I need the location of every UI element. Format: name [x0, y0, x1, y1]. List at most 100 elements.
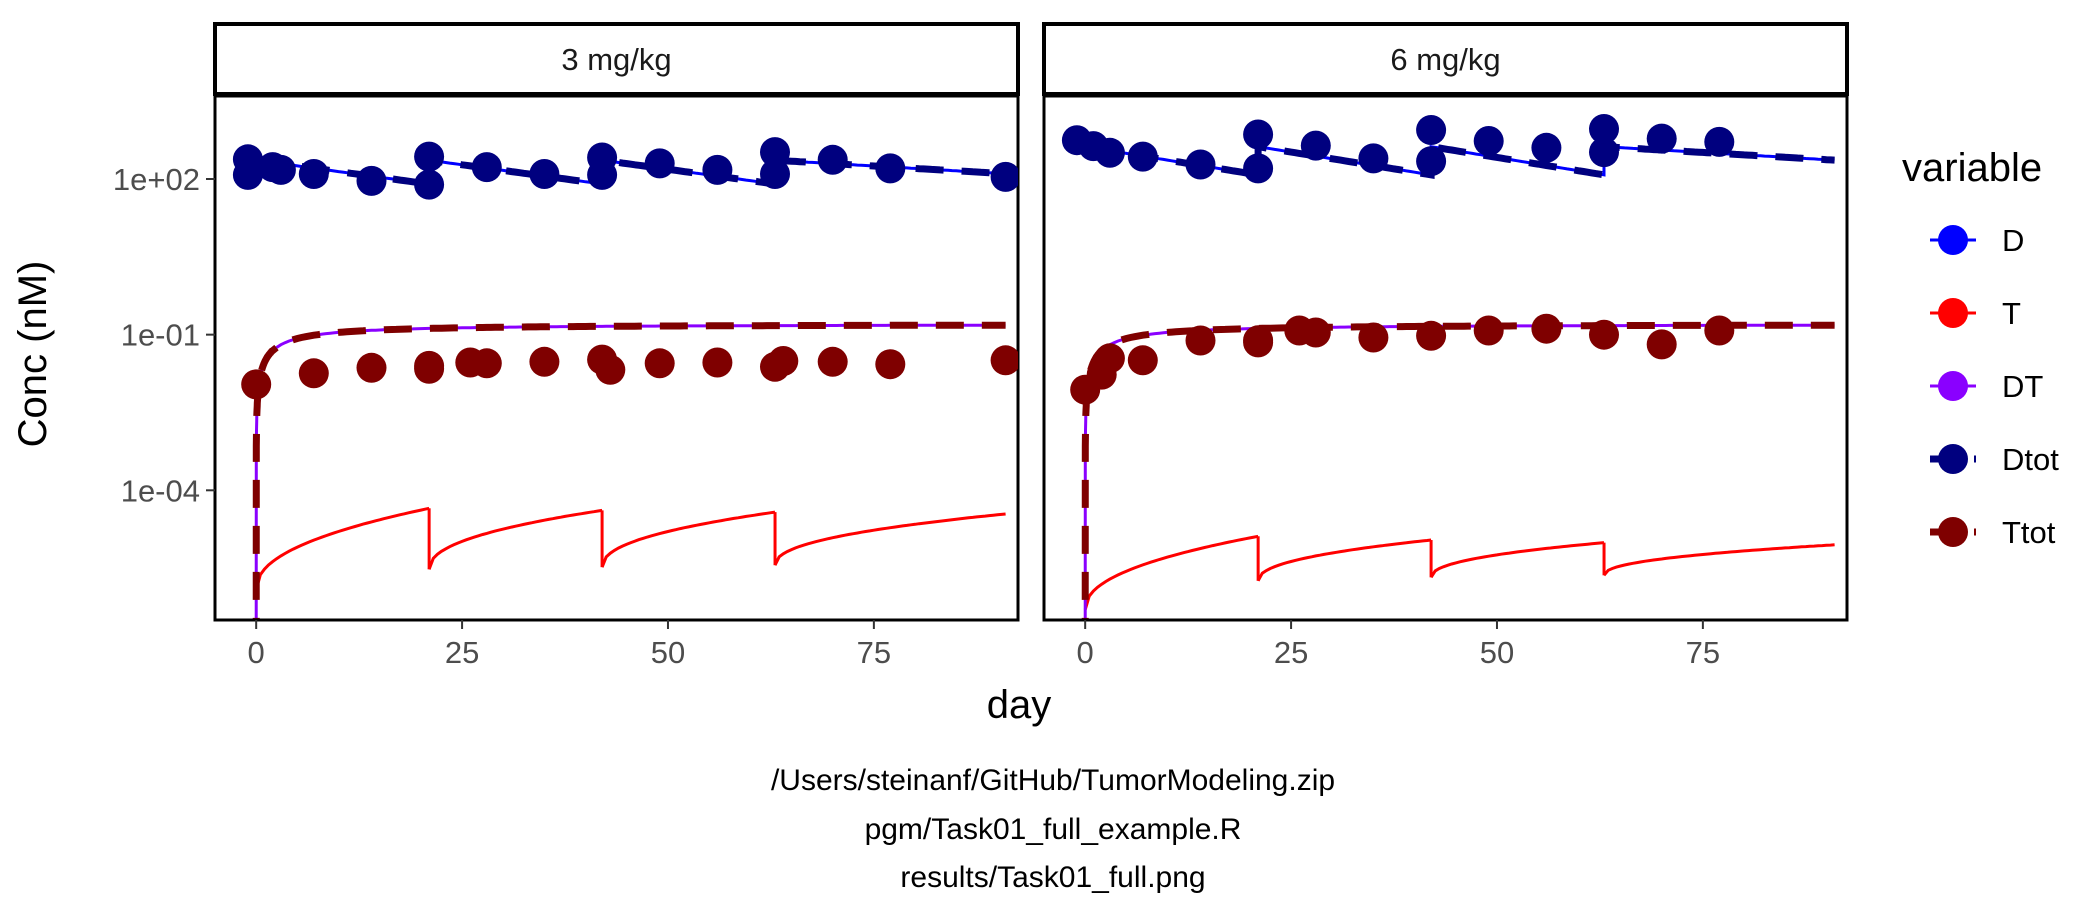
y-tick-label: 1e-04 — [121, 473, 200, 508]
point-Ttot — [817, 346, 848, 377]
point-Ttot — [1243, 325, 1274, 356]
x-tick-label: 75 — [857, 635, 891, 670]
strip-box — [213, 22, 1020, 96]
series-T-line — [427, 508, 603, 570]
legend-entry: Ttot — [1930, 515, 2056, 550]
captions: /Users/steinanf/GitHub/TumorModeling.zip… — [771, 764, 1335, 894]
point-Dtot — [1243, 119, 1274, 150]
facet-panels: 3 mg/kg0 25 50 756 mg/kg0 25 50 751e+021e-011e… — [113, 22, 1849, 670]
point-Ttot — [298, 358, 329, 389]
point-Ttot — [768, 346, 799, 376]
series-T-line — [1083, 534, 1259, 611]
point-Dtot — [356, 165, 387, 196]
point-Dtot — [414, 141, 445, 172]
point-Ttot — [529, 346, 560, 377]
point-Dtot — [298, 159, 329, 189]
point-Dtot — [1243, 153, 1274, 184]
legend-entry: Dtot — [1930, 442, 2059, 477]
facet-panel: 6 mg/kg 0 25 50 75 — [1042, 22, 1849, 670]
legend-key-point — [1938, 371, 1968, 401]
x-tick-label: 75 — [1686, 635, 1720, 670]
point-Dtot — [414, 169, 445, 200]
y-tick-label: 1e-01 — [121, 318, 200, 353]
legend-label: DT — [2002, 369, 2043, 404]
point-Dtot — [265, 154, 296, 185]
x-tick-label: 0 — [248, 635, 265, 670]
point-Dtot — [1416, 146, 1447, 177]
legend-key-point — [1938, 225, 1968, 255]
legend-key-point — [1938, 444, 1968, 474]
legend-label: Ttot — [2002, 515, 2056, 550]
x-tick-label: 0 — [1077, 635, 1094, 670]
series-T-line — [1602, 543, 1835, 577]
point-Dtot — [760, 159, 790, 189]
legend-entry: DT — [1930, 369, 2043, 404]
x-tick-label: 50 — [1480, 635, 1514, 670]
series-Ttot-line — [1081, 321, 1835, 620]
point-Dtot — [1094, 137, 1125, 168]
x-axis-title: day — [987, 683, 1052, 727]
point-Ttot — [1473, 315, 1504, 346]
legend-label: T — [2002, 296, 2021, 331]
point-Dtot — [1358, 143, 1389, 174]
point-Dtot — [1589, 114, 1619, 144]
point-Dtot — [1646, 123, 1677, 154]
series-T-line — [254, 506, 430, 591]
series-T-line — [773, 512, 1006, 566]
point-Ttot — [875, 349, 906, 380]
point-Dtot — [1300, 130, 1331, 161]
y-axis: 1e+02 1e-01 1e-04 — [113, 96, 217, 620]
strip-box — [1042, 22, 1849, 96]
x-tick-label: 50 — [651, 635, 685, 670]
series-DT-line — [1083, 323, 1835, 620]
x-tick-label: 25 — [445, 635, 479, 670]
point-Dtot — [1589, 137, 1619, 168]
point-Dtot — [817, 144, 848, 175]
point-Ttot — [1646, 329, 1677, 360]
series-Dtot-line — [1084, 142, 1835, 180]
y-tick-label: 1e+02 — [113, 162, 200, 197]
caption-zip-path: /Users/steinanf/GitHub/TumorModeling.zip — [771, 764, 1335, 797]
point-Dtot — [875, 153, 906, 184]
strip-label: 6 mg/kg — [1390, 42, 1500, 77]
point-Ttot — [1300, 317, 1331, 348]
point-Dtot — [1473, 126, 1504, 156]
point-Dtot — [760, 137, 790, 168]
legend-key-point — [1938, 517, 1968, 547]
x-tick-label: 25 — [1274, 635, 1308, 670]
legend-label: Dtot — [2002, 442, 2059, 477]
legend-label: D — [2002, 223, 2024, 258]
strip-label: 3 mg/kg — [561, 42, 671, 77]
point-Ttot — [1416, 320, 1447, 351]
plot-area — [232, 137, 1018, 620]
panel-border — [1042, 94, 1849, 622]
point-Ttot — [414, 350, 445, 381]
y-axis-title: Conc (nM) — [11, 261, 55, 448]
point-Dtot — [471, 152, 502, 183]
point-Ttot — [241, 369, 272, 400]
series-T-line — [1256, 538, 1432, 582]
legend-entry: D — [1930, 223, 2024, 258]
point-Dtot — [587, 142, 618, 173]
caption-output-path: results/Task01_full.png — [900, 861, 1205, 894]
point-Ttot — [1094, 343, 1125, 374]
point-Ttot — [1531, 313, 1562, 344]
point-Dtot — [1531, 132, 1562, 163]
point-Ttot — [471, 348, 502, 379]
point-Ttot — [702, 347, 733, 378]
point-Ttot — [1704, 315, 1735, 346]
point-Dtot — [990, 161, 1018, 192]
plot-area — [1061, 114, 1835, 620]
point-Ttot — [595, 354, 626, 385]
legend-title: variable — [1902, 146, 2042, 190]
point-Dtot — [1127, 141, 1158, 172]
point-Dtot — [529, 159, 560, 189]
series-T-line — [1429, 541, 1605, 579]
point-Ttot — [1589, 319, 1619, 350]
series-T-line — [600, 510, 776, 568]
point-Dtot — [1416, 115, 1447, 145]
point-Ttot — [1127, 345, 1158, 376]
caption-script-path: pgm/Task01_full_example.R — [865, 813, 1242, 846]
facet-panel: 3 mg/kg 0 25 50 75 — [213, 22, 1020, 670]
